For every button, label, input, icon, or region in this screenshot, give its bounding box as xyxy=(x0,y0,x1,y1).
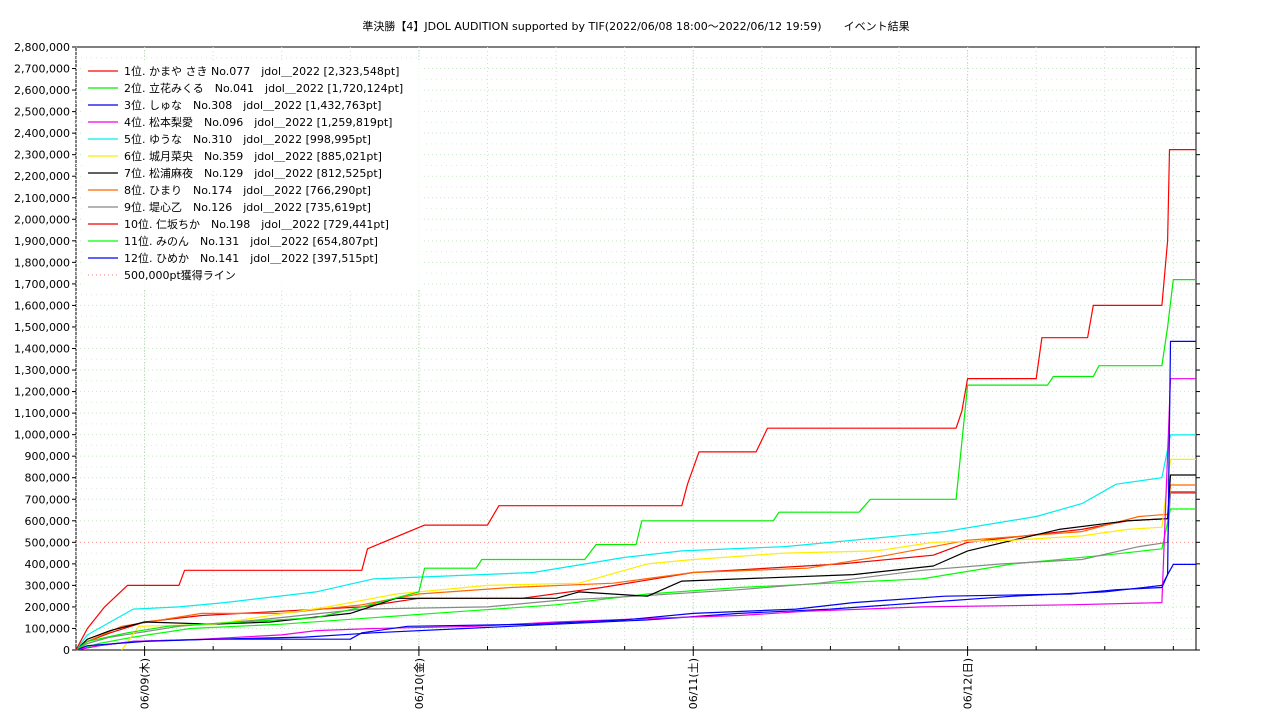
legend-label: 11位. みのん No.131 jdol＿2022 [654,807pt] xyxy=(124,234,378,248)
legend-label: 6位. 城月菜央 No.359 jdol＿2022 [885,021pt] xyxy=(124,149,382,163)
y-tick-label: 2,700,000 xyxy=(14,63,70,76)
y-tick-label: 1,200,000 xyxy=(14,386,70,399)
y-tick-label: 500,000 xyxy=(25,536,71,549)
legend-label: 3位. しゅな No.308 jdol＿2022 [1,432,763pt] xyxy=(124,98,381,112)
legend-label: 7位. 松浦麻夜 No.129 jdol＿2022 [812,525pt] xyxy=(124,166,382,180)
legend-label: 9位. 堤心乙 No.126 jdol＿2022 [735,619pt] xyxy=(124,200,371,214)
y-axis: 0 100,000 200,000 300,000 400,000 500,000 600,… xyxy=(14,41,1200,657)
series-line xyxy=(75,340,1196,651)
y-tick-label: 1,800,000 xyxy=(14,256,70,269)
y-tick-label: 2,600,000 xyxy=(14,84,70,97)
y-tick-label: 1,900,000 xyxy=(14,235,70,248)
chart-title: 準決勝【4】JDOL AUDITION supported by TIF(202… xyxy=(362,19,909,33)
x-tick-label: 06/11(土) xyxy=(687,658,700,709)
y-tick-label: 2,100,000 xyxy=(14,192,70,205)
series-line xyxy=(75,279,1196,651)
y-tick-label: 300,000 xyxy=(25,579,71,592)
y-tick-label: 2,000,000 xyxy=(14,213,70,226)
y-tick-label: 100,000 xyxy=(25,622,71,635)
legend-label: 12位. ひめか No.141 jdol＿2022 [397,515pt] xyxy=(124,251,378,265)
series-line xyxy=(121,458,1196,651)
series-line xyxy=(75,149,1196,651)
y-tick-label: 2,500,000 xyxy=(14,106,70,119)
y-tick-label: 1,300,000 xyxy=(14,364,70,377)
y-tick-label: 1,400,000 xyxy=(14,343,70,356)
x-tick-label: 06/12(日) xyxy=(962,658,975,709)
y-tick-label: 1,000,000 xyxy=(14,429,70,442)
y-tick-label: 1,500,000 xyxy=(14,321,70,334)
legend-label: 500,000pt獲得ライン xyxy=(124,269,236,282)
series-line xyxy=(75,484,1196,651)
y-tick-label: 0 xyxy=(63,644,70,657)
series-line xyxy=(75,434,1196,651)
legend-label: 1位. かまや さき No.077 jdol＿2022 [2,323,548pt… xyxy=(124,64,399,78)
y-tick-label: 2,200,000 xyxy=(14,170,70,183)
series-line xyxy=(75,508,1196,651)
y-tick-label: 400,000 xyxy=(25,558,71,571)
legend-label: 2位. 立花みくる No.041 jdol＿2022 [1,720,124pt] xyxy=(124,81,403,95)
x-tick-label: 06/10(金) xyxy=(412,658,426,709)
x-tick-label: 06/09(木) xyxy=(139,658,152,709)
y-tick-label: 900,000 xyxy=(25,450,71,463)
legend-background xyxy=(82,60,422,288)
series-lines xyxy=(75,149,1196,651)
y-tick-label: 1,600,000 xyxy=(14,299,70,312)
y-tick-label: 2,300,000 xyxy=(14,149,70,162)
y-tick-label: 600,000 xyxy=(25,515,71,528)
y-tick-label: 2,400,000 xyxy=(14,127,70,140)
y-tick-label: 200,000 xyxy=(25,601,71,614)
legend-label: 5位. ゆうな No.310 jdol＿2022 [998,995pt] xyxy=(124,132,371,146)
legend-label: 8位. ひまり No.174 jdol＿2022 [766,290pt] xyxy=(124,183,371,197)
y-tick-label: 700,000 xyxy=(25,493,71,506)
series-line xyxy=(75,474,1196,651)
y-tick-label: 800,000 xyxy=(25,472,71,485)
x-axis: 06/09(木) 06/10(金) 06/11(土) 06/12(日) xyxy=(75,646,1174,709)
legend: 1位. かまや さき No.077 jdol＿2022 [2,323,548pt… xyxy=(82,60,422,288)
y-tick-label: 1,700,000 xyxy=(14,278,70,291)
series-line xyxy=(75,491,1196,651)
legend-label: 4位. 松本梨愛 No.096 jdol＿2022 [1,259,819pt] xyxy=(124,115,392,129)
y-tick-label: 2,800,000 xyxy=(14,41,70,54)
legend-label: 10位. 仁坂ちか No.198 jdol＿2022 [729,441pt] xyxy=(124,217,389,231)
y-tick-label: 1,100,000 xyxy=(14,407,70,420)
